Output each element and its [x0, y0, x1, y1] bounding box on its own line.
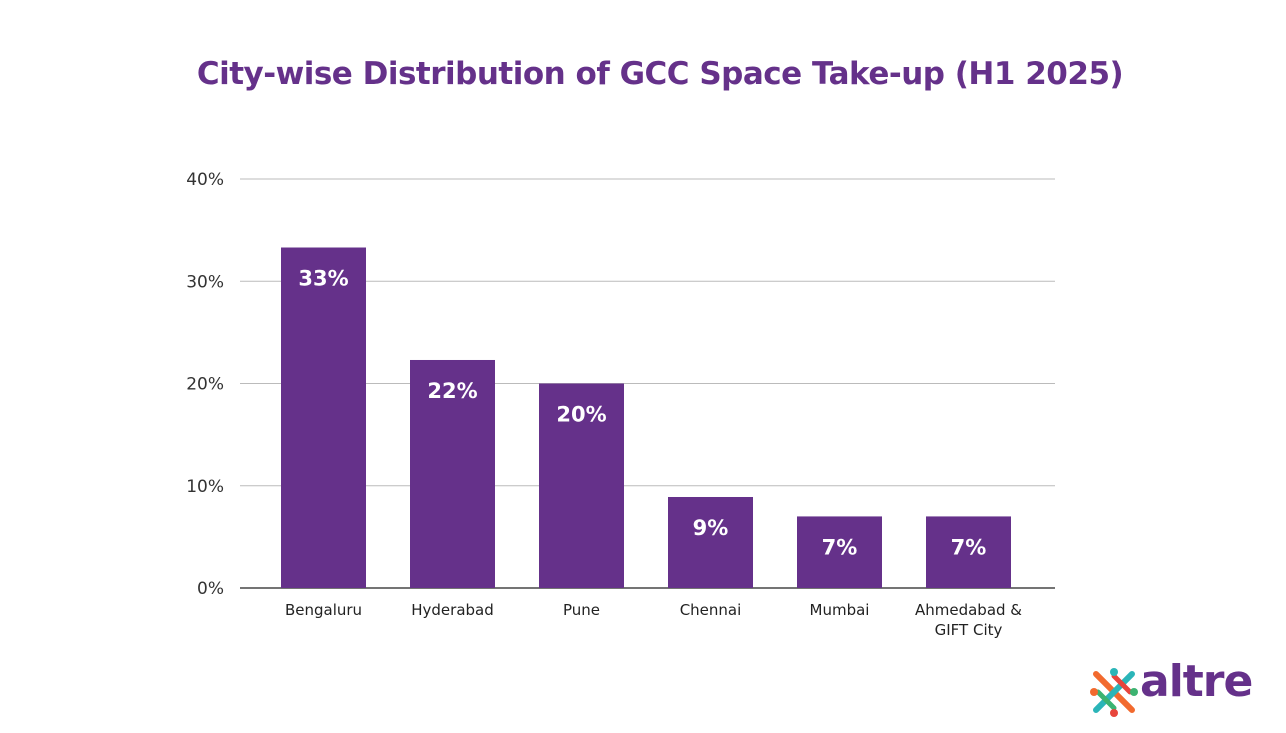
y-tick-label: 0% — [197, 579, 224, 599]
x-tick-label-line: Hyderabad — [411, 601, 494, 619]
bar — [668, 496, 753, 588]
x-tick-label: Mumbai — [810, 601, 870, 619]
chart-title: City-wise Distribution of GCC Space Take… — [196, 56, 1124, 92]
x-axis: Bengaluru Hyderabad Pune Chennai Mumbai Ahmed… — [285, 601, 1022, 639]
x-tick-label: Bengaluru — [285, 601, 362, 619]
bar-data-label: 7% — [951, 535, 987, 559]
bar — [281, 247, 366, 588]
bar-data-label: 33% — [298, 267, 348, 291]
x-tick-label: Ahmedabad & GIFT City — [915, 601, 1022, 639]
y-tick-label: 30% — [186, 272, 224, 292]
x-tick-label-line: Bengaluru — [285, 601, 362, 619]
bars — [281, 247, 1011, 588]
x-tick-label: Pune — [563, 601, 600, 619]
altre-logo: altre — [1088, 660, 1268, 718]
bar-data-label: 7% — [822, 535, 858, 559]
x-tick-label: Hyderabad — [411, 601, 494, 619]
bar-data-label: 20% — [556, 403, 606, 427]
bar — [797, 516, 882, 588]
x-tick-label: Chennai — [680, 601, 742, 619]
bar — [410, 359, 495, 588]
x-tick-label-line: Pune — [563, 601, 600, 619]
y-axis: 0% 10% 20% 30% 40% — [186, 170, 224, 599]
logo-wordmark: altre — [1140, 656, 1253, 707]
gridlines — [240, 178, 1055, 589]
bar — [926, 516, 1011, 588]
y-tick-label: 20% — [186, 375, 224, 395]
x-tick-label-line: Ahmedabad & — [915, 601, 1022, 619]
y-tick-label: 40% — [186, 170, 224, 190]
bar-data-labels: 33% 22% 20% 9% 7% 7% — [298, 267, 986, 560]
x-tick-label-line: Chennai — [680, 601, 742, 619]
people-cross-icon — [1090, 668, 1138, 717]
bar-data-label: 9% — [693, 516, 729, 540]
x-tick-label-line: GIFT City — [935, 621, 1003, 639]
bar-data-label: 22% — [427, 379, 477, 403]
x-tick-label-line: Mumbai — [810, 601, 870, 619]
y-tick-label: 10% — [186, 477, 224, 497]
bar — [539, 383, 624, 588]
